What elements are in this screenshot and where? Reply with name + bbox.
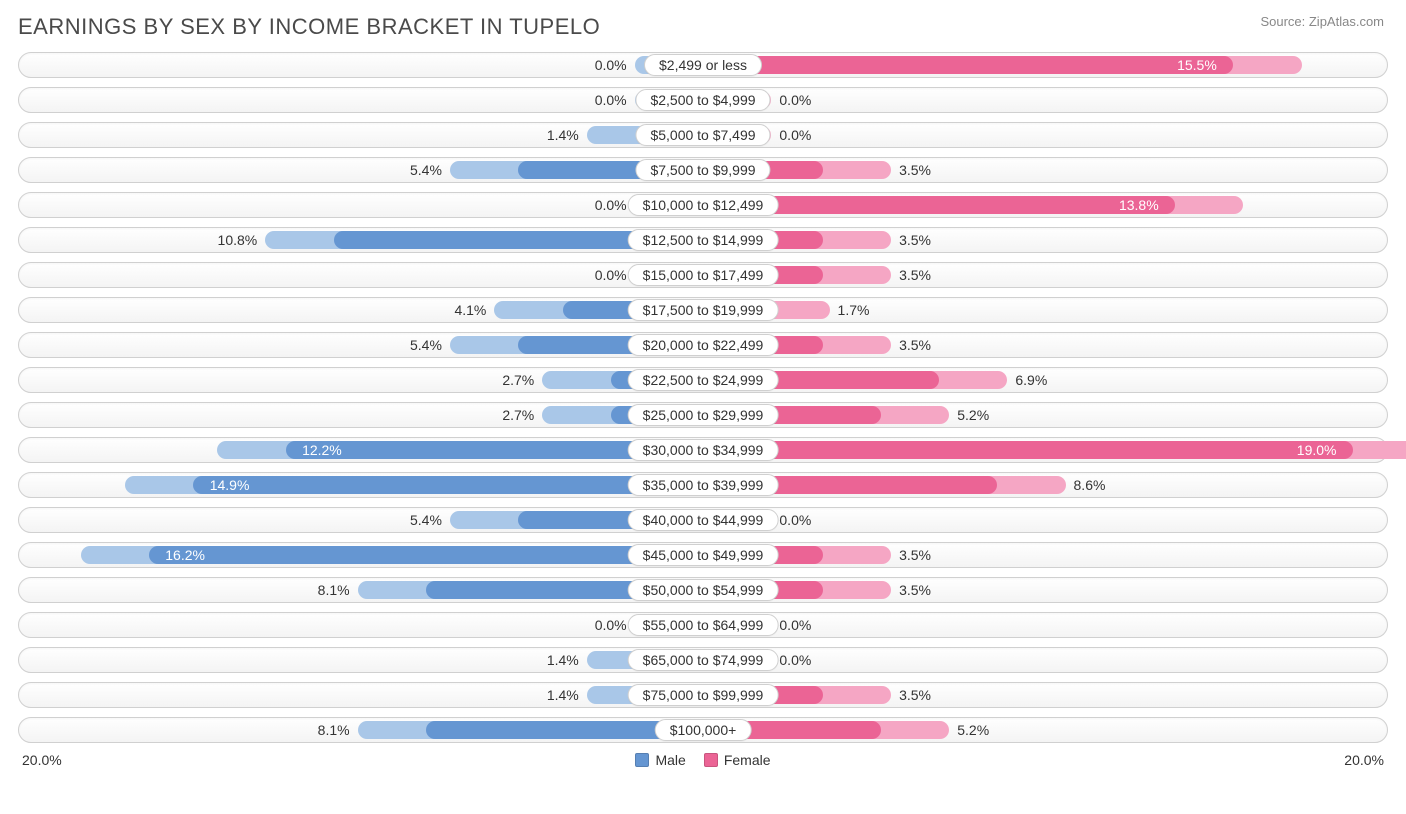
male-value-label: 0.0% (595, 617, 627, 633)
category-label: $25,000 to $29,999 (628, 404, 779, 426)
category-label: $15,000 to $17,499 (628, 264, 779, 286)
legend-item: Male (635, 752, 685, 768)
category-label: $20,000 to $22,499 (628, 334, 779, 356)
male-value-label: 0.0% (595, 197, 627, 213)
category-label: $22,500 to $24,999 (628, 369, 779, 391)
chart-row: $100,000+ 8.1% 5.2% (18, 717, 1388, 743)
female-value-label: 0.0% (779, 617, 811, 633)
male-value-label: 0.0% (595, 92, 627, 108)
axis-max-right: 20.0% (1344, 752, 1384, 768)
chart-title: EARNINGS BY SEX BY INCOME BRACKET IN TUP… (18, 14, 1388, 40)
female-value-label: 13.8% (1119, 197, 1159, 213)
diverging-bar-chart: $2,499 or less 0.0% 15.5% $2,500 to $4,999 0… (18, 52, 1388, 743)
category-label: $10,000 to $12,499 (628, 194, 779, 216)
male-value-label: 5.4% (410, 512, 442, 528)
chart-row: $65,000 to $74,999 1.4% 0.0% (18, 647, 1388, 673)
category-label: $100,000+ (655, 719, 752, 741)
male-value-label: 14.9% (210, 477, 250, 493)
legend-swatch (635, 753, 649, 767)
male-bar-inner (149, 546, 703, 564)
chart-row: $35,000 to $39,999 14.9% 8.6% (18, 472, 1388, 498)
male-value-label: 2.7% (502, 372, 534, 388)
female-value-label: 0.0% (779, 512, 811, 528)
male-value-label: 0.0% (595, 57, 627, 73)
chart-row: $75,000 to $99,999 1.4% 3.5% (18, 682, 1388, 708)
chart-row: $40,000 to $44,999 5.4% 0.0% (18, 507, 1388, 533)
category-label: $40,000 to $44,999 (628, 509, 779, 531)
category-label: $65,000 to $74,999 (628, 649, 779, 671)
chart-row: $7,500 to $9,999 5.4% 3.5% (18, 157, 1388, 183)
female-value-label: 0.0% (779, 127, 811, 143)
female-value-label: 5.2% (957, 407, 989, 423)
male-value-label: 0.0% (595, 267, 627, 283)
category-label: $12,500 to $14,999 (628, 229, 779, 251)
female-value-label: 5.2% (957, 722, 989, 738)
category-label: $45,000 to $49,999 (628, 544, 779, 566)
female-value-label: 1.7% (838, 302, 870, 318)
legend: Male Female (635, 752, 770, 768)
female-value-label: 3.5% (899, 232, 931, 248)
chart-row: $12,500 to $14,999 10.8% 3.5% (18, 227, 1388, 253)
male-value-label: 1.4% (547, 687, 579, 703)
chart-row: $22,500 to $24,999 2.7% 6.9% (18, 367, 1388, 393)
male-bar-inner (193, 476, 703, 494)
chart-row: $5,000 to $7,499 1.4% 0.0% (18, 122, 1388, 148)
female-value-label: 0.0% (779, 652, 811, 668)
category-label: $35,000 to $39,999 (628, 474, 779, 496)
chart-row: $2,499 or less 0.0% 15.5% (18, 52, 1388, 78)
female-value-label: 8.6% (1074, 477, 1106, 493)
female-value-label: 3.5% (899, 687, 931, 703)
female-value-label: 3.5% (899, 547, 931, 563)
male-value-label: 10.8% (218, 232, 258, 248)
legend-swatch (704, 753, 718, 767)
male-value-label: 1.4% (547, 652, 579, 668)
male-value-label: 12.2% (302, 442, 342, 458)
male-value-label: 2.7% (502, 407, 534, 423)
chart-row: $55,000 to $64,9990.0% 0.0% (18, 612, 1388, 638)
chart-row: $25,000 to $29,999 2.7% 5.2% (18, 402, 1388, 428)
category-label: $2,500 to $4,999 (635, 89, 770, 111)
chart-footer: 20.0% Male Female 20.0% (18, 752, 1388, 768)
category-label: $5,000 to $7,499 (635, 124, 770, 146)
female-bar-inner (703, 56, 1233, 74)
male-value-label: 5.4% (410, 337, 442, 353)
male-value-label: 8.1% (318, 722, 350, 738)
female-value-label: 3.5% (899, 267, 931, 283)
female-value-label: 3.5% (899, 337, 931, 353)
chart-row: $10,000 to $12,4990.0% 13.8% (18, 192, 1388, 218)
female-value-label: 3.5% (899, 162, 931, 178)
chart-row: $2,500 to $4,999 0.0% 0.0% (18, 87, 1388, 113)
male-value-label: 16.2% (165, 547, 205, 563)
female-value-label: 19.0% (1297, 442, 1337, 458)
female-value-label: 0.0% (779, 92, 811, 108)
female-bar-inner (703, 441, 1353, 459)
category-label: $2,499 or less (644, 54, 762, 76)
category-label: $17,500 to $19,999 (628, 299, 779, 321)
female-value-label: 3.5% (899, 582, 931, 598)
category-label: $50,000 to $54,999 (628, 579, 779, 601)
chart-row: $17,500 to $19,999 4.1% 1.7% (18, 297, 1388, 323)
female-value-label: 6.9% (1015, 372, 1047, 388)
axis-max-left: 20.0% (22, 752, 62, 768)
male-value-label: 8.1% (318, 582, 350, 598)
male-value-label: 1.4% (547, 127, 579, 143)
chart-row: $30,000 to $34,999 12.2% 19.0% (18, 437, 1388, 463)
chart-row: $50,000 to $54,999 8.1% 3.5% (18, 577, 1388, 603)
category-label: $30,000 to $34,999 (628, 439, 779, 461)
female-value-label: 15.5% (1177, 57, 1217, 73)
chart-row: $20,000 to $22,499 5.4% 3.5% (18, 332, 1388, 358)
male-value-label: 5.4% (410, 162, 442, 178)
category-label: $55,000 to $64,999 (628, 614, 779, 636)
category-label: $75,000 to $99,999 (628, 684, 779, 706)
male-value-label: 4.1% (454, 302, 486, 318)
category-label: $7,500 to $9,999 (635, 159, 770, 181)
legend-label: Female (724, 752, 771, 768)
chart-row: $45,000 to $49,999 16.2% 3.5% (18, 542, 1388, 568)
source-attribution: Source: ZipAtlas.com (1260, 14, 1384, 29)
legend-item: Female (704, 752, 771, 768)
legend-label: Male (655, 752, 685, 768)
chart-row: $15,000 to $17,4990.0% 3.5% (18, 262, 1388, 288)
